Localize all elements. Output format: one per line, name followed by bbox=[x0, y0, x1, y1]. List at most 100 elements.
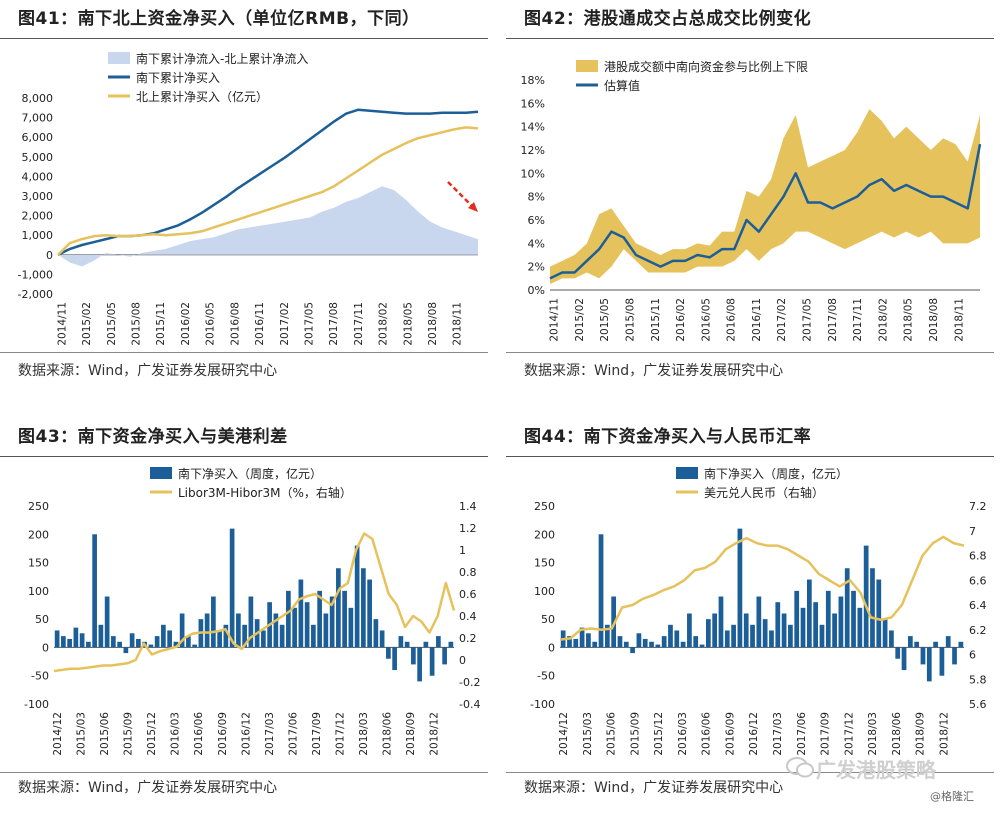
y2-tick-label: 0.8 bbox=[459, 566, 477, 579]
x-tick-label: 2017/08 bbox=[827, 298, 839, 342]
y-tick-label: -50 bbox=[537, 670, 555, 683]
bar bbox=[687, 613, 692, 648]
chart-svg: 8,000 7,000 6,000 5,000 4,000 3,000 2,000 1,000… bbox=[18, 51, 479, 345]
x-tick-label: 2015/03 bbox=[76, 712, 88, 756]
bar bbox=[825, 590, 831, 648]
bar bbox=[737, 528, 743, 648]
bar bbox=[192, 644, 197, 648]
annotation-arrow-head bbox=[468, 202, 478, 212]
bar bbox=[636, 633, 642, 648]
x-tick-label: 2016/11 bbox=[254, 302, 266, 345]
bar bbox=[933, 641, 938, 648]
line-series bbox=[559, 535, 965, 641]
bar bbox=[750, 624, 755, 648]
bar bbox=[361, 568, 366, 648]
y2-tick-label: 7 bbox=[969, 525, 976, 538]
bar bbox=[129, 633, 135, 648]
y2-tick-label: 1.4 bbox=[459, 500, 477, 513]
bar bbox=[586, 633, 591, 648]
bar bbox=[173, 641, 179, 648]
y-tick-label: 8% bbox=[528, 191, 545, 204]
bar bbox=[844, 568, 850, 648]
bar bbox=[117, 641, 122, 648]
x-tick-label: 2018/09 bbox=[405, 712, 417, 756]
source-divider bbox=[0, 772, 488, 773]
y-tick-label: 50 bbox=[541, 613, 555, 626]
bar bbox=[939, 647, 945, 676]
bar bbox=[712, 613, 718, 648]
bar bbox=[598, 534, 604, 648]
x-tick-label: 2014/11 bbox=[56, 302, 68, 345]
y2-tick-label: -0.2 bbox=[459, 676, 480, 689]
legend-label: 估算值 bbox=[604, 78, 640, 93]
x-tick-label: 2017/12 bbox=[843, 712, 855, 756]
bar bbox=[379, 630, 385, 648]
bar bbox=[876, 579, 882, 648]
bar bbox=[649, 641, 654, 648]
bar bbox=[705, 619, 711, 648]
bar bbox=[411, 647, 416, 665]
x-tick-label: 2018/05 bbox=[402, 302, 414, 345]
y2-tick-label: 1.2 bbox=[459, 522, 477, 535]
y-tick-label: 0 bbox=[46, 249, 53, 262]
y-tick-label: -2,000 bbox=[18, 288, 53, 301]
y-tick-label: 150 bbox=[28, 557, 49, 570]
bar bbox=[229, 528, 235, 648]
y-tick-label: 8,000 bbox=[22, 92, 54, 105]
x-tick-label: 2018/09 bbox=[915, 712, 927, 756]
bar bbox=[304, 602, 310, 648]
x-tick-label: 2017/08 bbox=[328, 302, 340, 345]
bar bbox=[762, 619, 768, 648]
x-tick-label: 2018/02 bbox=[877, 298, 889, 342]
watermark-small-text: @格隆汇 bbox=[930, 790, 974, 803]
x-tick-label: 2017/06 bbox=[287, 712, 299, 756]
x-tick-label: 2015/11 bbox=[650, 298, 662, 342]
bar bbox=[423, 641, 429, 648]
bar bbox=[819, 624, 825, 648]
chart-source: 数据来源：Wind，广发证券发展研究中心 bbox=[18, 363, 278, 379]
area-series bbox=[58, 186, 478, 267]
bar bbox=[286, 590, 291, 648]
bar bbox=[699, 644, 705, 648]
title-divider bbox=[0, 38, 488, 39]
title-divider bbox=[506, 38, 994, 39]
y2-tick-label: 0.6 bbox=[459, 588, 477, 601]
bar bbox=[642, 638, 648, 648]
x-tick-label: 2018/11 bbox=[452, 302, 464, 345]
bar bbox=[417, 647, 422, 682]
bar bbox=[674, 630, 680, 648]
wechat-icon bbox=[786, 757, 814, 778]
source-divider bbox=[506, 352, 994, 353]
y-tick-label: 16% bbox=[521, 97, 545, 110]
bar bbox=[926, 647, 932, 682]
x-tick-label: 2018/03 bbox=[867, 712, 879, 756]
x-tick-label: 2018/06 bbox=[381, 712, 393, 756]
bar bbox=[724, 630, 730, 648]
x-tick-label: 2016/12 bbox=[748, 712, 760, 756]
x-tick-label: 2016/05 bbox=[700, 298, 712, 342]
bar bbox=[592, 641, 598, 648]
bar bbox=[54, 630, 60, 648]
y-tick-label: 3,000 bbox=[22, 190, 54, 203]
x-tick-label: 2017/05 bbox=[802, 298, 814, 342]
chart-panel-42: 图42：港股通成交占总成交比例变化 18% 16% 14% 12% 10% 8% 6% 4% 2… bbox=[506, 0, 994, 400]
bar bbox=[668, 624, 673, 648]
chart-title: 图44：南下资金净买入与人民币汇率 bbox=[524, 427, 812, 447]
bar bbox=[123, 647, 129, 654]
y-tick-label: 4% bbox=[528, 237, 545, 250]
chart-svg: 250 200 150 100 50 0 -50 -100 1.4 1.2 1 0.8 0.6 0.4 0.… bbox=[24, 466, 480, 756]
legend-label: 南下净买入（周度，亿元） bbox=[704, 466, 848, 481]
x-tick-label: 2017/12 bbox=[334, 712, 346, 756]
x-tick-label: 2015/08 bbox=[131, 302, 143, 345]
bar bbox=[895, 647, 901, 659]
bar bbox=[800, 607, 806, 648]
y-tick-label: -100 bbox=[24, 698, 49, 711]
y-tick-label: 14% bbox=[521, 121, 545, 134]
x-tick-label: 2014/12 bbox=[558, 712, 570, 756]
x-tick-label: 2018/11 bbox=[953, 298, 965, 342]
x-tick-label: 2016/02 bbox=[675, 298, 687, 342]
x-tick-label: 2018/08 bbox=[427, 302, 439, 345]
bar bbox=[111, 636, 116, 648]
x-tick-label: 2017/09 bbox=[311, 712, 323, 756]
x-tick-label: 2015/03 bbox=[582, 712, 594, 756]
